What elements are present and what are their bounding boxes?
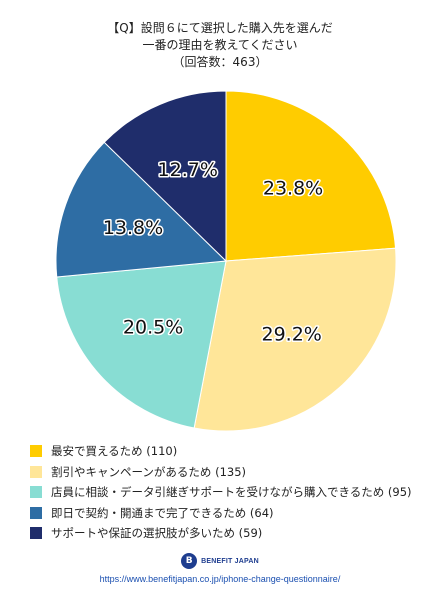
legend-label: 最安で買えるため (110): [51, 444, 178, 459]
legend-label: 店員に相談・データ引継ぎサポートを受けながら購入できるため (95): [51, 485, 412, 500]
legend-label: 即日で契約・開通まで完了できるため (64): [51, 505, 274, 520]
legend-item-5: サポートや保証の選択肢が多いため (59): [30, 523, 430, 544]
footer: B BENEFIT JAPAN https://www.benefitjapan…: [0, 548, 440, 584]
logo-mark-icon: B: [181, 553, 198, 569]
legend-swatch: [30, 465, 42, 478]
pie-slice-2: [193, 247, 397, 432]
slice-label-1: 23.8%: [263, 178, 323, 200]
logo-text: BENEFIT JAPAN: [201, 557, 259, 565]
chart-title: 【Q】設問６にて選択した購入先を選んだ 一番の理由を教えてください （回答数：4…: [0, 20, 440, 71]
legend-item-2: 割引やキャンペーンがあるため (135): [30, 462, 430, 483]
legend-swatch: [30, 527, 42, 540]
legend-item-4: 即日で契約・開通まで完了できるため (64): [30, 503, 430, 524]
legend-swatch: [30, 445, 42, 458]
legend-swatch: [30, 506, 42, 519]
title-line-1: 【Q】設問６にて選択した購入先を選んだ: [107, 21, 333, 35]
slice-label-3: 20.5%: [123, 316, 183, 338]
legend-item-3: 店員に相談・データ引継ぎサポートを受けながら購入できるため (95): [30, 482, 430, 503]
title-line-3: （回答数：463）: [172, 55, 268, 69]
pie-chart: 23.8% 29.2% 20.5% 13.8% 12.7%: [55, 90, 397, 432]
pie-slice-4: [55, 141, 228, 278]
pie-slice-1: [225, 90, 397, 262]
company-logo: B BENEFIT JAPAN: [181, 553, 259, 569]
legend-label: サポートや保証の選択肢が多いため (59): [51, 526, 263, 541]
legend-item-1: 最安で買えるため (110): [30, 441, 430, 462]
slice-label-5: 12.7%: [158, 159, 218, 181]
title-line-2: 一番の理由を教えてください: [142, 38, 298, 52]
slice-label-2: 29.2%: [261, 324, 321, 346]
legend-swatch: [30, 486, 42, 499]
chart-legend: 最安で買えるため (110) 割引やキャンペーンがあるため (135) 店員に相談・…: [30, 441, 430, 544]
pie-slice-5: [103, 90, 227, 263]
slice-label-4: 13.8%: [103, 217, 163, 239]
source-url: https://www.benefitjapan.co.jp/iphone-ch…: [99, 574, 341, 584]
pie-slice-3: [56, 260, 227, 429]
legend-label: 割引やキャンペーンがあるため (135): [51, 464, 247, 479]
